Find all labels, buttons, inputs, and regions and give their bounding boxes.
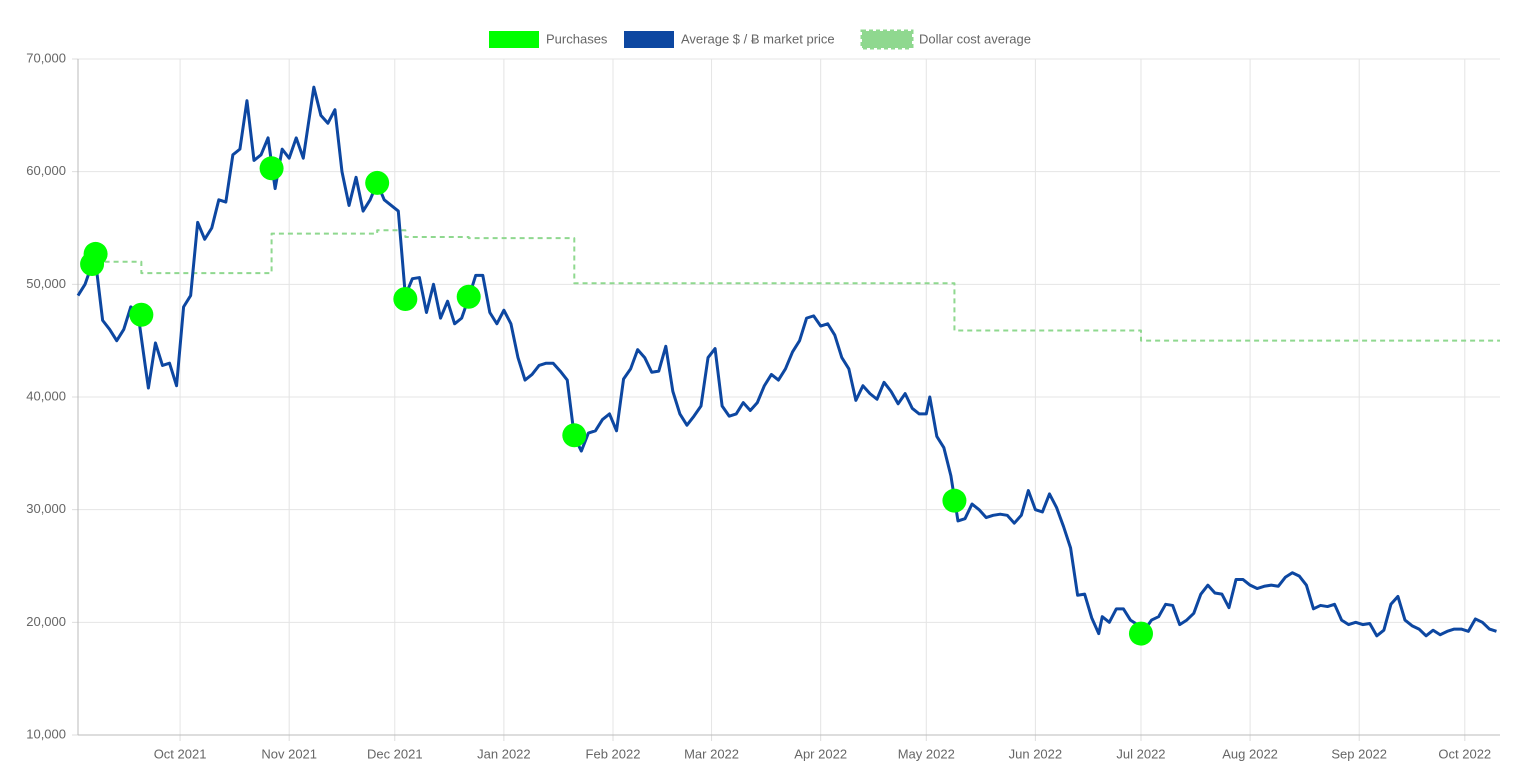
purchase-point (83, 241, 108, 266)
x-tick-label: May 2022 (898, 746, 955, 761)
x-tick-label: Nov 2021 (261, 746, 317, 761)
purchase-point (393, 286, 418, 311)
x-tick-label: Jun 2022 (1009, 746, 1063, 761)
x-tick-label: Mar 2022 (684, 746, 739, 761)
purchase-point (365, 170, 390, 195)
legend-label: Dollar cost average (919, 31, 1031, 46)
y-tick-label: 60,000 (26, 163, 66, 178)
x-tick-label: Oct 2021 (154, 746, 207, 761)
y-tick-label: 40,000 (26, 388, 66, 403)
legend-swatch (624, 31, 674, 48)
dca-line (95, 229, 1500, 342)
y-tick-label: 30,000 (26, 501, 66, 516)
x-tick-label: Aug 2022 (1222, 746, 1278, 761)
y-tick-label: 20,000 (26, 614, 66, 629)
y-tick-label: 50,000 (26, 276, 66, 291)
purchase-point (129, 302, 154, 327)
legend-label: Purchases (546, 31, 608, 46)
legend-item: Average $ / Ƀ market price (624, 31, 835, 48)
purchase-point (562, 423, 587, 448)
x-tick-label: Jul 2022 (1116, 746, 1165, 761)
x-tick-label: Sep 2022 (1331, 746, 1387, 761)
x-tick-label: Apr 2022 (794, 746, 847, 761)
x-tick-label: Oct 2022 (1438, 746, 1491, 761)
purchase-point (1128, 621, 1153, 646)
purchase-point (942, 488, 967, 513)
legend-swatch (489, 31, 539, 48)
legend-swatch (860, 29, 914, 50)
purchase-point (456, 284, 481, 309)
legend-label: Average $ / Ƀ market price (681, 31, 835, 46)
legend-item: Purchases (489, 31, 608, 48)
x-tick-label: Dec 2021 (367, 746, 423, 761)
x-tick-label: Jan 2022 (477, 746, 531, 761)
x-tick-label: Feb 2022 (586, 746, 641, 761)
y-tick-label: 70,000 (26, 50, 66, 65)
y-tick-label: 10,000 (26, 726, 66, 741)
price-line (76, 85, 1497, 638)
purchase-point (259, 156, 284, 181)
legend-item: Dollar cost average (860, 29, 1031, 50)
